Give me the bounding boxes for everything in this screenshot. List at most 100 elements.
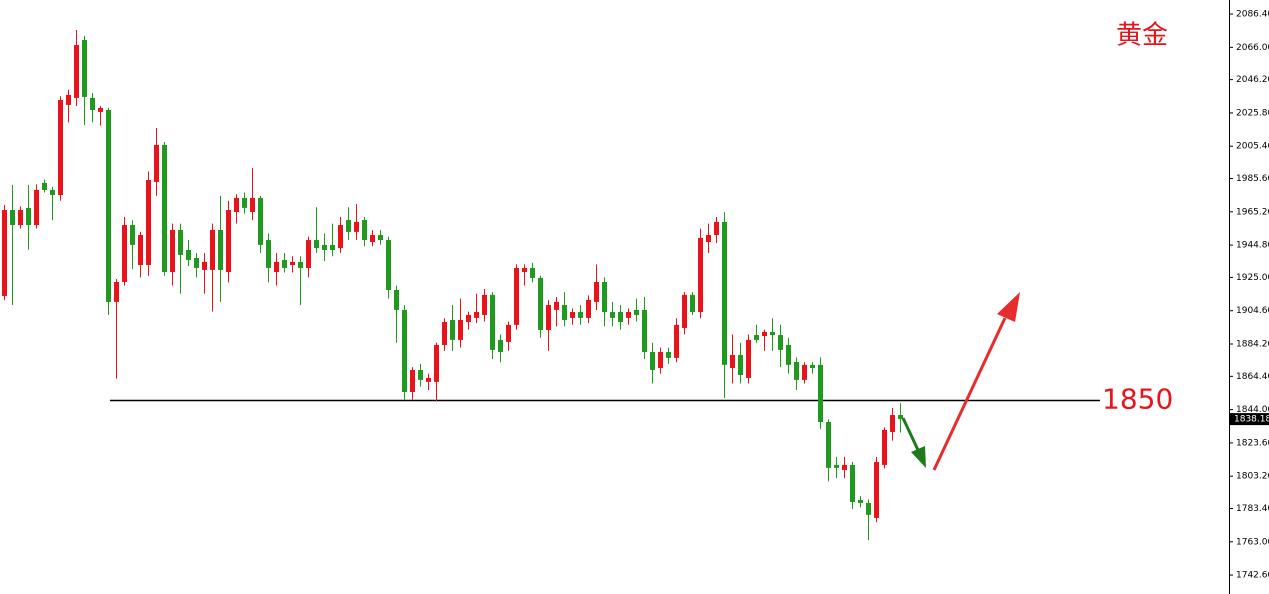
candle-body	[258, 197, 263, 245]
candle-body	[282, 259, 287, 268]
candle-body	[682, 294, 687, 329]
candle-body	[690, 294, 695, 313]
down-arrow-shaft	[901, 417, 920, 451]
candle-body	[810, 364, 815, 368]
candle-body	[570, 312, 575, 318]
candle-body	[498, 339, 503, 352]
candle-body	[410, 369, 415, 392]
candle-body	[786, 344, 791, 365]
candle-body	[370, 234, 375, 243]
y-tick-label: 2025.80	[1236, 108, 1269, 118]
candle-body	[466, 314, 471, 322]
candle-body	[354, 221, 359, 232]
candle-body	[762, 331, 767, 337]
candle-body	[506, 324, 511, 342]
y-tick-label: 2066.00	[1236, 43, 1269, 53]
candle-body	[634, 309, 639, 315]
candle-body	[162, 144, 167, 273]
candle-body	[482, 294, 487, 315]
candle-body	[826, 422, 831, 468]
candle-body	[42, 182, 47, 190]
candle-body	[490, 294, 495, 350]
candle-body	[114, 281, 119, 302]
candle-body	[658, 351, 663, 368]
candle-body	[594, 281, 599, 302]
candle-body	[578, 312, 583, 318]
candle-body	[130, 225, 135, 245]
candle-body	[522, 267, 527, 273]
annotations	[901, 292, 1020, 471]
y-tick-label: 1944.80	[1236, 241, 1269, 251]
candle-body	[178, 229, 183, 255]
candle-body	[330, 244, 335, 251]
candle-body	[618, 312, 623, 322]
y-tick-label: 1904.60	[1236, 306, 1269, 316]
candle-body	[650, 351, 655, 370]
y-tick-label: 1985.60	[1236, 174, 1269, 184]
candle-body	[194, 257, 199, 268]
candle-body	[866, 502, 871, 515]
candle-body	[154, 144, 159, 182]
candle-body	[10, 210, 15, 226]
candle-body	[210, 229, 215, 270]
candle-body	[106, 109, 111, 302]
candle-body	[386, 240, 391, 290]
candle-body	[706, 234, 711, 243]
candle-body	[738, 354, 743, 376]
candle-body	[722, 221, 727, 365]
candle-body	[266, 240, 271, 268]
candle-body	[34, 189, 39, 226]
y-tick-label: 1925.00	[1236, 273, 1269, 283]
candle-body	[778, 335, 783, 350]
candle-body	[546, 304, 551, 330]
candle-body	[378, 234, 383, 241]
y-tick-label: 1864.40	[1236, 372, 1269, 382]
candle-body	[346, 219, 351, 232]
up-arrow-shaft	[932, 317, 1007, 471]
candle-body	[250, 197, 255, 212]
candle-body	[98, 108, 103, 112]
candle-body	[714, 221, 719, 235]
candle-body	[746, 339, 751, 378]
candle-body	[730, 354, 735, 368]
candle-body	[530, 267, 535, 278]
candle-body	[290, 261, 295, 266]
candle-body	[442, 321, 447, 345]
candle-body	[674, 324, 679, 358]
candle-body	[402, 309, 407, 392]
candle-body	[50, 189, 55, 196]
candle-body	[562, 304, 567, 321]
candle-body	[538, 277, 543, 330]
y-tick-label: 1884.20	[1236, 339, 1269, 349]
candle-body	[82, 39, 87, 97]
level-label: 1850	[1102, 383, 1173, 416]
last-price-box	[1230, 413, 1269, 426]
candle-body	[602, 281, 607, 313]
candle-body	[322, 244, 327, 251]
candle-body	[874, 461, 879, 518]
candle-body	[610, 312, 615, 318]
candle-body	[434, 344, 439, 382]
candle-body	[362, 219, 367, 241]
candle-body	[394, 289, 399, 310]
candle-body	[458, 320, 463, 340]
up-arrow-head	[997, 292, 1020, 322]
candle-body	[794, 361, 799, 380]
candle-body	[850, 464, 855, 502]
candle-body	[218, 229, 223, 270]
candle-body	[626, 312, 631, 318]
candle-body	[842, 464, 847, 470]
candle-body	[74, 45, 79, 98]
last-price-label: 1838.18	[1234, 415, 1269, 425]
y-tick-label: 1965.20	[1236, 207, 1269, 217]
candle-body	[242, 197, 247, 208]
candle-body	[298, 261, 303, 268]
candle-body	[314, 240, 319, 249]
y-tick-label: 1803.20	[1236, 472, 1269, 482]
candle-body	[138, 234, 143, 266]
candle-body	[418, 369, 423, 380]
candle-body	[858, 500, 863, 503]
y-tick-label: 1783.40	[1236, 504, 1269, 514]
candle-body	[186, 250, 191, 260]
candle-body	[146, 179, 151, 266]
